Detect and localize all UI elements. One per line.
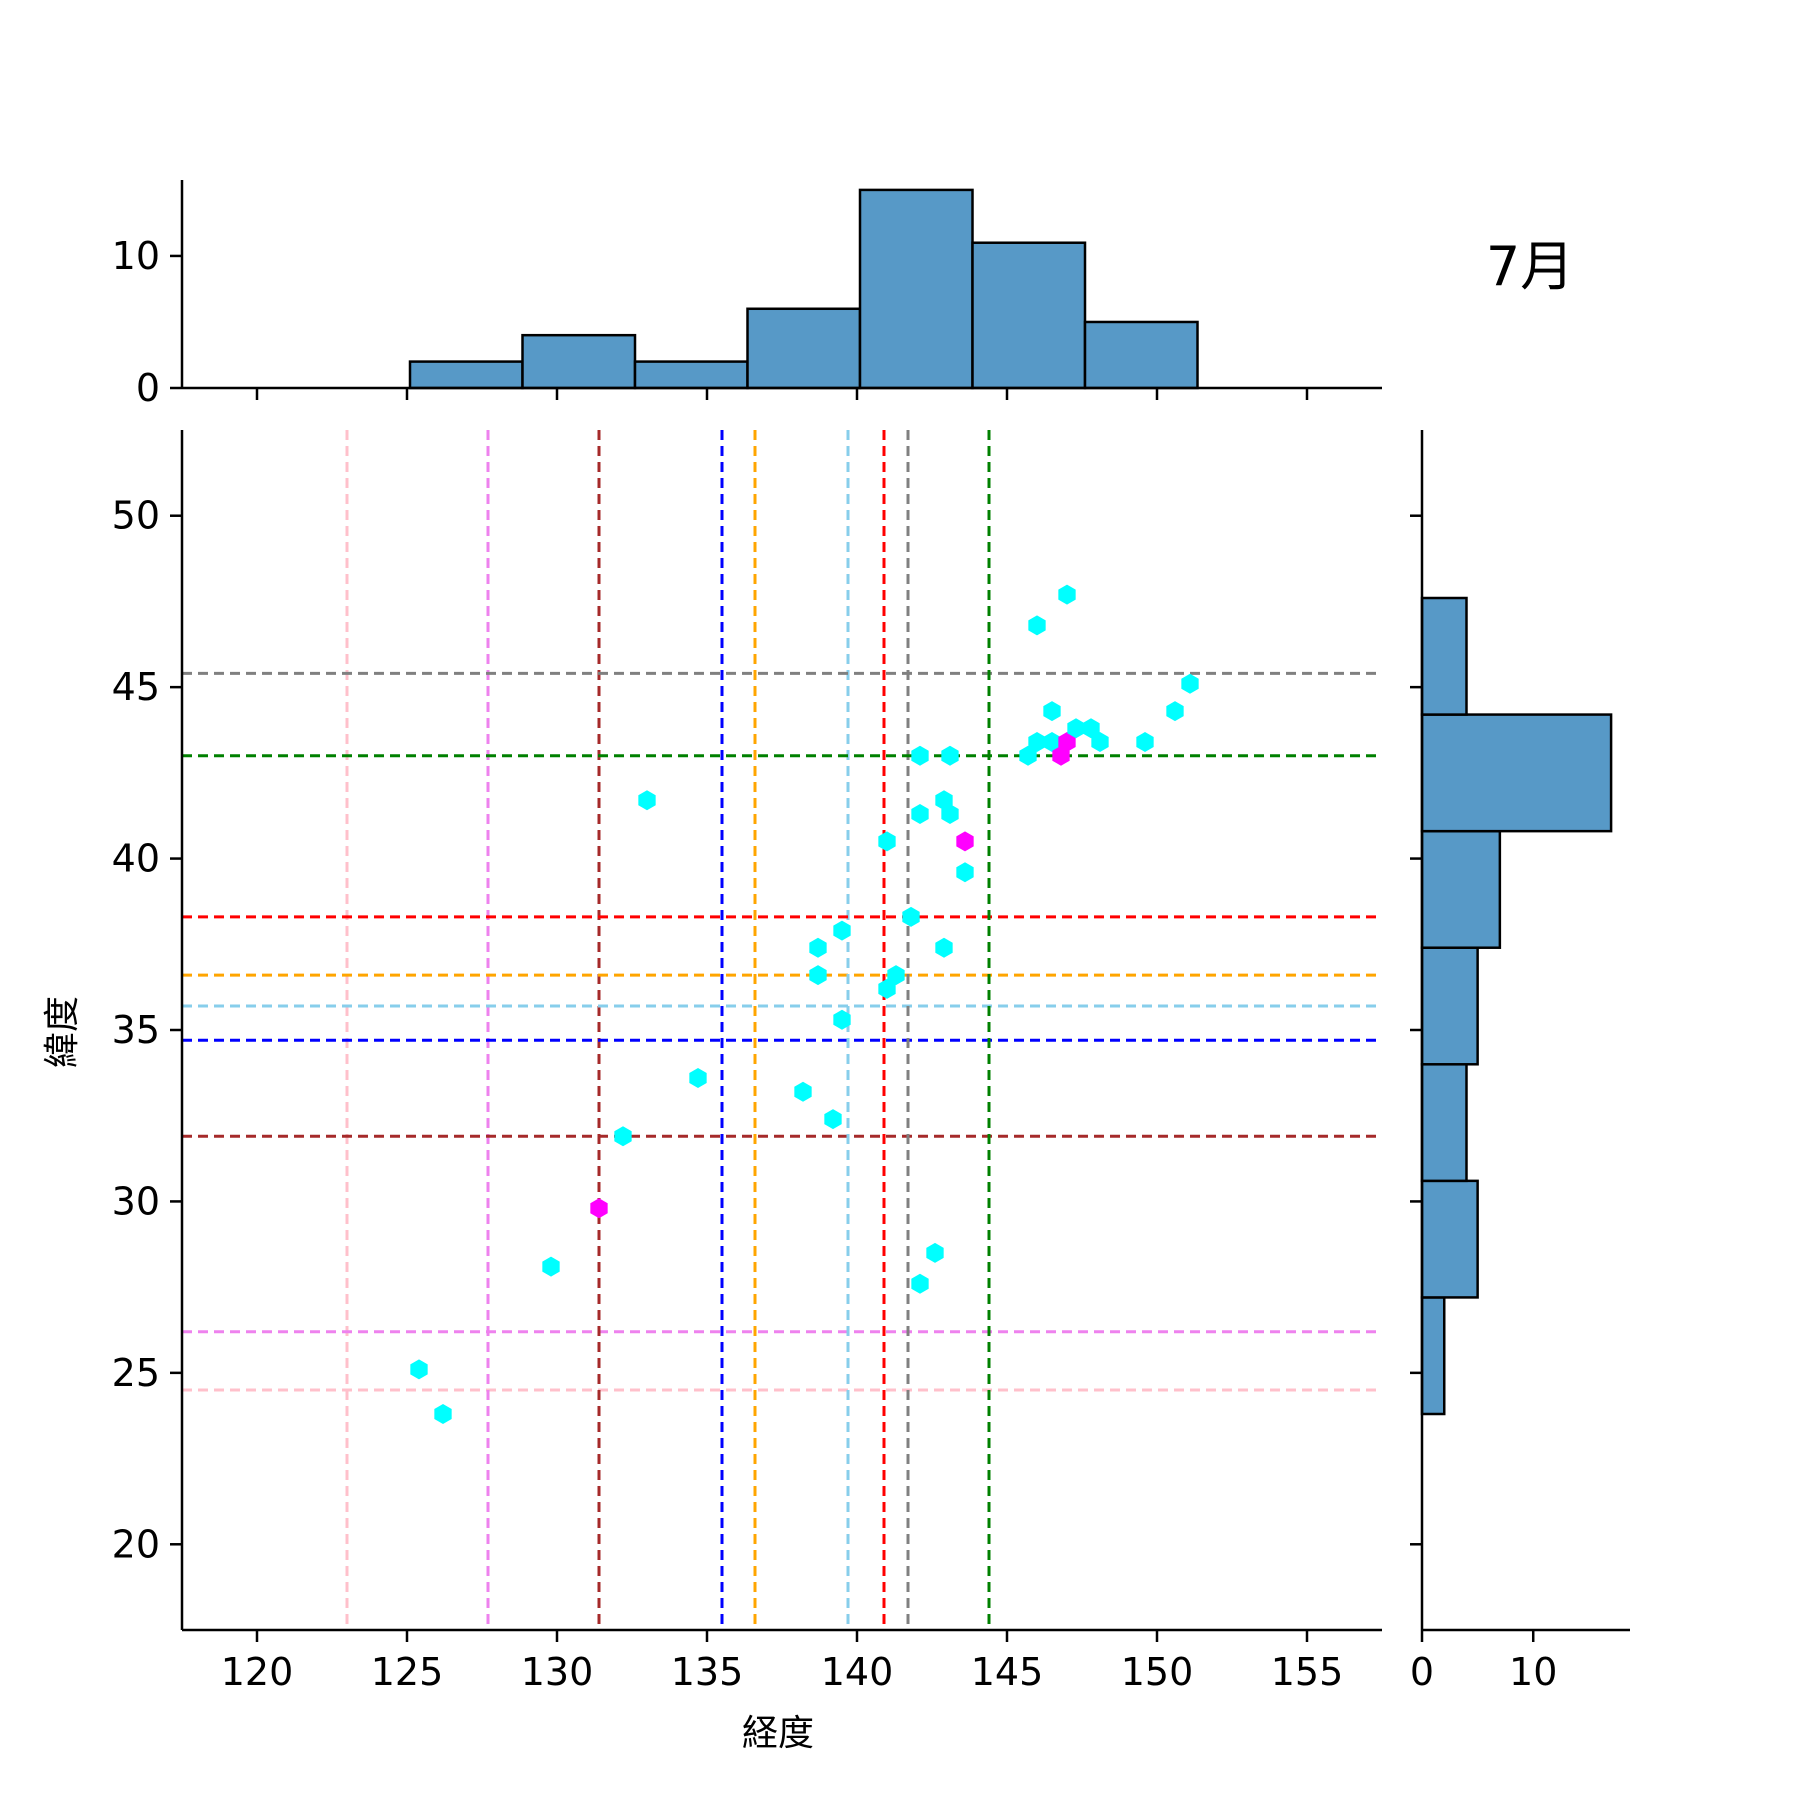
- longitude-histogram-bar: [858, 188, 974, 390]
- scatter-point: [1082, 718, 1100, 739]
- scatter-point: [1058, 732, 1076, 752]
- scatter-point: [911, 804, 929, 824]
- scatter-point: [878, 978, 896, 999]
- x-tick-label: 125: [371, 1650, 444, 1694]
- latitude-histogram: 0 10: [1410, 430, 1630, 1694]
- longitude-histogram-bar: [521, 333, 637, 390]
- scatter-point: [689, 1068, 707, 1088]
- scatter-point: [878, 831, 896, 852]
- scatter-point: [941, 745, 959, 766]
- scatter-point: [1028, 732, 1046, 752]
- y-tick-label: 40: [112, 837, 160, 881]
- scatter-point: [434, 1404, 452, 1424]
- scatter-point: [1058, 584, 1076, 605]
- top-hist-y-tick-label: 0: [136, 366, 160, 410]
- scatter-point: [935, 937, 953, 958]
- x-tick-label: 140: [821, 1650, 894, 1694]
- longitude-histogram-bar: [633, 360, 749, 390]
- x-tick-label: 130: [521, 1650, 594, 1694]
- latitude-histogram-bar: [1420, 946, 1479, 1066]
- scatter-point: [833, 1009, 851, 1030]
- longitude-histogram-bar: [408, 360, 524, 390]
- scatter-point: [542, 1256, 560, 1277]
- longitude-histogram-bar: [746, 307, 862, 390]
- scatter-point: [809, 965, 827, 986]
- scatter-point: [638, 790, 656, 811]
- right-hist-x-tick-label: 0: [1410, 1650, 1434, 1694]
- latitude-histogram-bar: [1420, 596, 1468, 716]
- latitude-histogram-bar: [1420, 1063, 1468, 1183]
- scatter-point: [926, 1242, 944, 1263]
- y-tick-label: 50: [112, 494, 160, 538]
- y-tick-label: 35: [112, 1008, 160, 1052]
- scatter-point: [1181, 673, 1199, 694]
- top-hist-y-tick-label: 10: [112, 234, 160, 278]
- longitude-histogram-bar: [971, 241, 1087, 390]
- main-scatter-plot: 120 125 130 135 140 145 150 155 20 25 30 35 40 45 50: [112, 430, 1382, 1694]
- y-tick-label: 30: [112, 1179, 160, 1223]
- scatter-point: [1166, 701, 1184, 722]
- scatter-point: [1043, 732, 1061, 752]
- chart-title: 7月: [1486, 235, 1574, 298]
- y-tick-label: 45: [112, 665, 160, 709]
- x-tick-label: 135: [671, 1650, 744, 1694]
- scatter-point: [833, 920, 851, 941]
- y-tick-label: 20: [112, 1522, 160, 1566]
- latitude-histogram-bar: [1420, 1179, 1479, 1299]
- scatter-point: [902, 906, 920, 927]
- x-tick-label: 145: [971, 1650, 1044, 1694]
- scatter-point: [809, 937, 827, 958]
- scatter-point: [911, 745, 929, 766]
- y-tick-label: 25: [112, 1351, 160, 1395]
- latitude-histogram-bar: [1420, 829, 1502, 949]
- scatter-point: [410, 1359, 428, 1380]
- scatter-point: [1019, 745, 1037, 766]
- scatter-point: [1028, 615, 1046, 636]
- latitude-histogram-bar: [1420, 1296, 1446, 1416]
- latitude-histogram-bar: [1420, 713, 1613, 833]
- longitude-histogram-bar: [1083, 320, 1199, 390]
- scatter-point: [824, 1109, 842, 1130]
- x-tick-label: 155: [1271, 1650, 1344, 1694]
- right-hist-x-tick-label: 10: [1509, 1650, 1557, 1694]
- scatter-point: [590, 1198, 608, 1219]
- scatter-point: [956, 831, 974, 852]
- x-tick-label: 120: [221, 1650, 294, 1694]
- scatter-point: [1136, 732, 1154, 752]
- scatter-point: [911, 1273, 929, 1294]
- scatter-point: [794, 1081, 812, 1102]
- y-axis-label: 緯度: [42, 996, 83, 1068]
- scatter-point: [1091, 732, 1109, 752]
- scatter-point: [941, 804, 959, 824]
- scatter-point: [1043, 701, 1061, 722]
- scatter-point: [956, 862, 974, 883]
- longitude-histogram: 0 10: [112, 180, 1382, 410]
- x-tick-label: 150: [1121, 1650, 1194, 1694]
- scatter-point: [614, 1126, 632, 1147]
- scatter-point: [887, 965, 905, 986]
- scatter-point: [1067, 718, 1085, 739]
- x-axis-label: 経度: [742, 1713, 814, 1754]
